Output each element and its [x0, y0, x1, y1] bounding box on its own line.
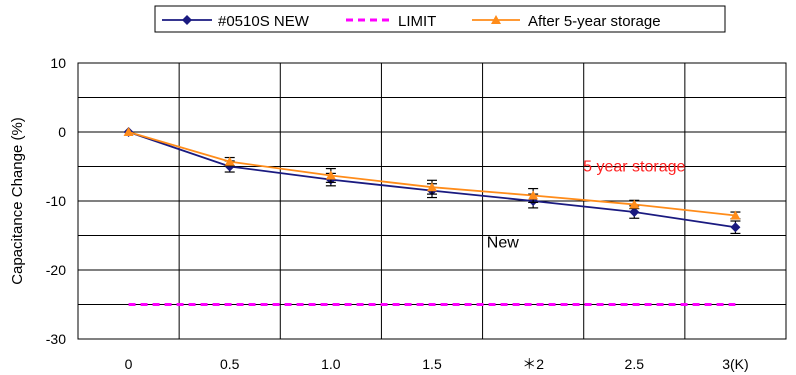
triangle-marker — [224, 156, 235, 166]
legend-label: #0510S NEW — [218, 13, 310, 30]
legend-diamond-marker — [182, 15, 192, 25]
triangle-marker — [123, 127, 134, 136]
x-tick-label: 0 — [125, 356, 133, 372]
triangle-marker — [427, 182, 437, 192]
x-tick-labels: 0 0.5 1.0 1.5 ＊2 2.5 3(K) — [125, 356, 749, 372]
triangle-marker — [325, 170, 336, 180]
y-tick-label: -10 — [46, 193, 66, 209]
annotation-label: 5 year storage — [583, 159, 685, 176]
legend-label: After 5-year storage — [528, 13, 661, 30]
x-tick-label: 1.5 — [422, 356, 442, 372]
triangle-marker — [730, 210, 741, 220]
x-tick-label: 2.5 — [625, 356, 645, 372]
y-tick-label: -30 — [46, 331, 66, 347]
annotations: 5 year storage New — [487, 159, 686, 252]
legend-triangle-marker — [491, 15, 501, 24]
x-tick-label: ＊2 — [522, 356, 544, 372]
y-tick-labels: 10 0 -10 -20 -30 — [46, 55, 66, 347]
y-tick-label: 0 — [58, 124, 66, 140]
annotation-label: New — [487, 234, 519, 251]
legend-box — [154, 5, 726, 33]
series-storage — [123, 127, 741, 220]
triangle-marker — [629, 199, 640, 209]
diamond-marker — [730, 222, 741, 233]
legend-label: LIMIT — [398, 13, 436, 30]
grid — [78, 63, 786, 339]
x-tick-label: 0.5 — [220, 356, 240, 372]
y-axis-label: Capacitance Change (%) — [9, 117, 26, 285]
triangle-marker — [528, 190, 539, 200]
legend: #0510S NEW LIMIT After 5-year storage — [154, 5, 726, 33]
diamond-marker — [629, 207, 640, 218]
y-tick-label: -20 — [46, 262, 66, 278]
x-tick-label: 1.0 — [321, 356, 341, 372]
x-tick-label: 3(K) — [722, 356, 748, 372]
y-tick-label: 10 — [50, 55, 66, 71]
